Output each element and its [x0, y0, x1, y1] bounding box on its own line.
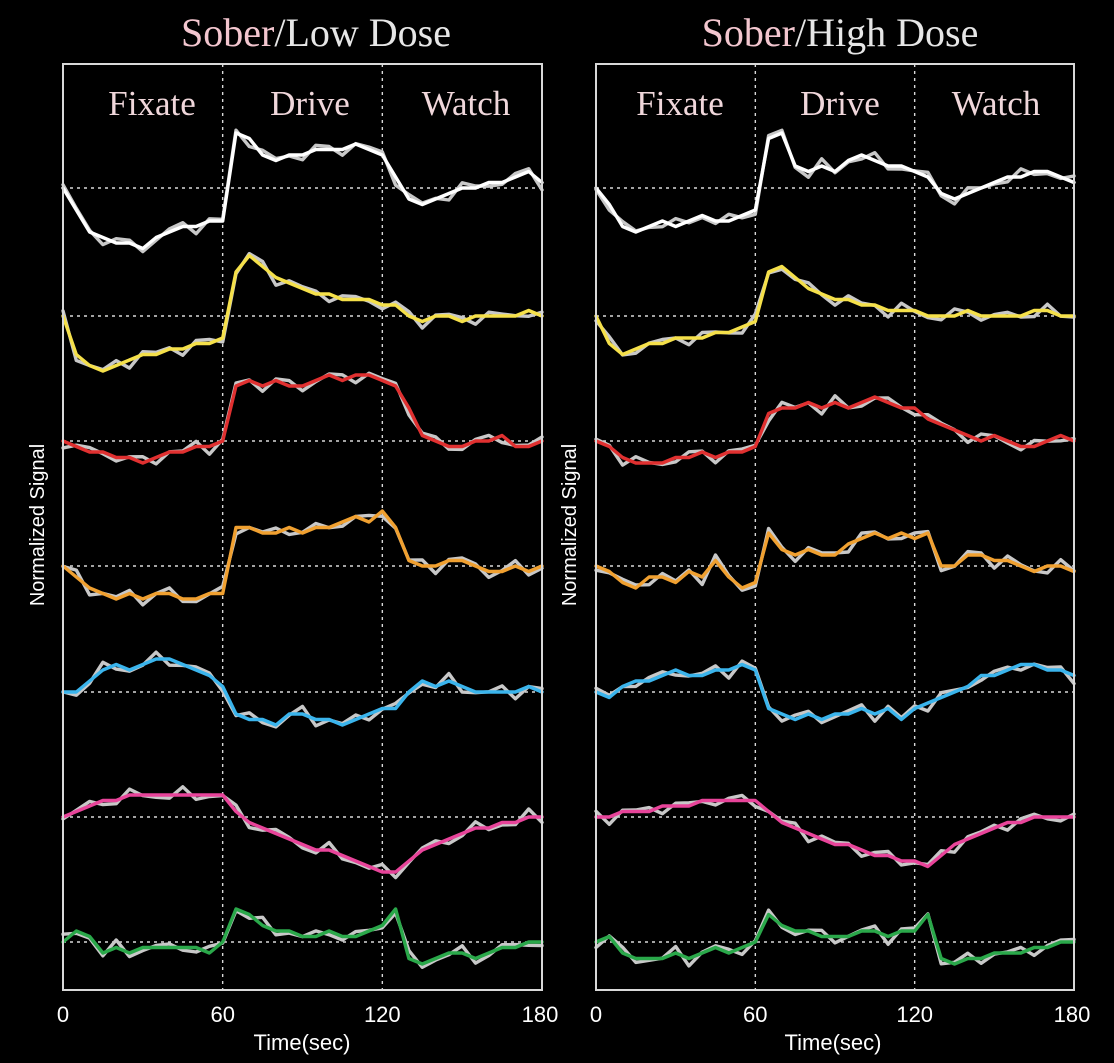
series-trace-5: [61, 793, 544, 874]
x-tick-120: 120: [896, 1002, 933, 1027]
series-trace-4: [594, 662, 1076, 722]
x-tick-180: 180: [1054, 1002, 1091, 1027]
series-trace-3: [61, 509, 544, 601]
traces: [61, 128, 544, 969]
series-trace-0: [594, 131, 1076, 234]
x-axis-label: Time(sec): [785, 1030, 882, 1055]
traces: [594, 128, 1076, 968]
x-tick-120: 120: [364, 1002, 401, 1027]
reference-trace-5: [61, 785, 544, 880]
series-trace-2: [594, 395, 1076, 465]
phase-label-watch: Watch: [422, 84, 511, 123]
phase-label-drive: Drive: [800, 84, 880, 123]
x-axis-label: Time(sec): [254, 1030, 351, 1055]
y-axis-label: Normalized Signal: [27, 444, 49, 606]
series-trace-1: [594, 264, 1076, 357]
gridlines: [63, 64, 542, 990]
reference-trace-6: [61, 909, 544, 969]
phase-label-drive: Drive: [270, 84, 350, 123]
reference-trace-4: [594, 659, 1076, 725]
reference-trace-2: [61, 371, 544, 466]
panel-low-dose: Sober/Low Dose Normalized Signal Fixate …: [27, 10, 558, 1055]
x-tick-60: 60: [210, 1002, 234, 1027]
title-dose: /High Dose: [795, 10, 978, 55]
reference-trace-1: [61, 251, 544, 372]
series-trace-6: [61, 907, 544, 966]
plot-frame: [595, 63, 1075, 991]
reference-trace-0: [61, 128, 544, 254]
x-tick-60: 60: [743, 1002, 767, 1027]
x-tick-0: 0: [57, 1002, 69, 1027]
title-sober: Sober: [181, 10, 274, 55]
series-trace-2: [61, 373, 544, 465]
series-trace-6: [594, 912, 1076, 966]
reference-trace-3: [61, 513, 544, 607]
title-dose: /Low Dose: [274, 10, 451, 55]
series-trace-4: [61, 657, 544, 727]
panel-title: Sober/Low Dose: [181, 10, 451, 55]
panel-high-dose: Sober/High Dose Normalized Signal Fixate…: [559, 10, 1090, 1055]
x-tick-0: 0: [590, 1002, 602, 1027]
phase-label-watch: Watch: [952, 84, 1041, 123]
plot-frame: [62, 63, 543, 991]
series-trace-5: [594, 798, 1076, 869]
reference-trace-2: [594, 394, 1076, 467]
phase-label-fixate: Fixate: [108, 84, 195, 123]
y-axis-label: Normalized Signal: [559, 444, 581, 606]
title-sober: Sober: [702, 10, 795, 55]
panel-title: Sober/High Dose: [702, 10, 979, 55]
phase-label-fixate: Fixate: [636, 84, 723, 123]
series-trace-0: [61, 131, 544, 251]
series-trace-3: [594, 531, 1076, 590]
reference-trace-5: [594, 793, 1076, 867]
x-tick-180: 180: [522, 1002, 559, 1027]
series-trace-1: [61, 253, 544, 373]
gridlines: [596, 64, 1074, 990]
